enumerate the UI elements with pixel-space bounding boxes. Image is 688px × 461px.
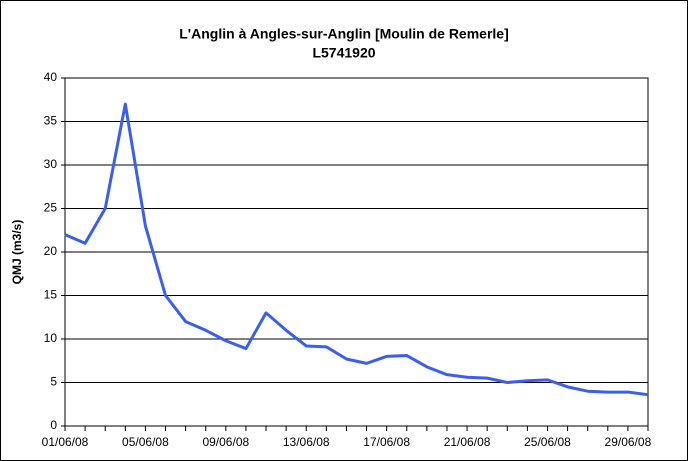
y-tick-label: 35 bbox=[44, 114, 58, 128]
x-tick-label: 21/06/08 bbox=[444, 435, 491, 449]
line-series bbox=[64, 102, 649, 397]
x-tick-label: 29/06/08 bbox=[605, 435, 652, 449]
y-tick-label: 10 bbox=[44, 331, 58, 345]
y-tick-label: 20 bbox=[44, 244, 58, 258]
chart-subtitle: L5741920 bbox=[312, 45, 375, 61]
y-tick-label: 5 bbox=[50, 375, 57, 389]
x-tick-label: 01/06/08 bbox=[42, 435, 89, 449]
y-tick-label: 25 bbox=[44, 201, 58, 215]
y-tick-label: 0 bbox=[50, 418, 57, 432]
y-axis-label: QMJ (m3/s) bbox=[10, 220, 24, 285]
x-tick-label: 13/06/08 bbox=[283, 435, 330, 449]
x-tick-label: 17/06/08 bbox=[363, 435, 410, 449]
x-tick-label: 05/06/08 bbox=[122, 435, 169, 449]
x-tick-label: 09/06/08 bbox=[202, 435, 249, 449]
y-tick-label: 40 bbox=[44, 70, 58, 84]
x-tick-label: 25/06/08 bbox=[524, 435, 571, 449]
y-tick-label: 30 bbox=[44, 157, 58, 171]
y-tick-label: 15 bbox=[44, 288, 58, 302]
chart-title: L'Anglin à Angles-sur-Anglin [Moulin de … bbox=[179, 26, 509, 42]
